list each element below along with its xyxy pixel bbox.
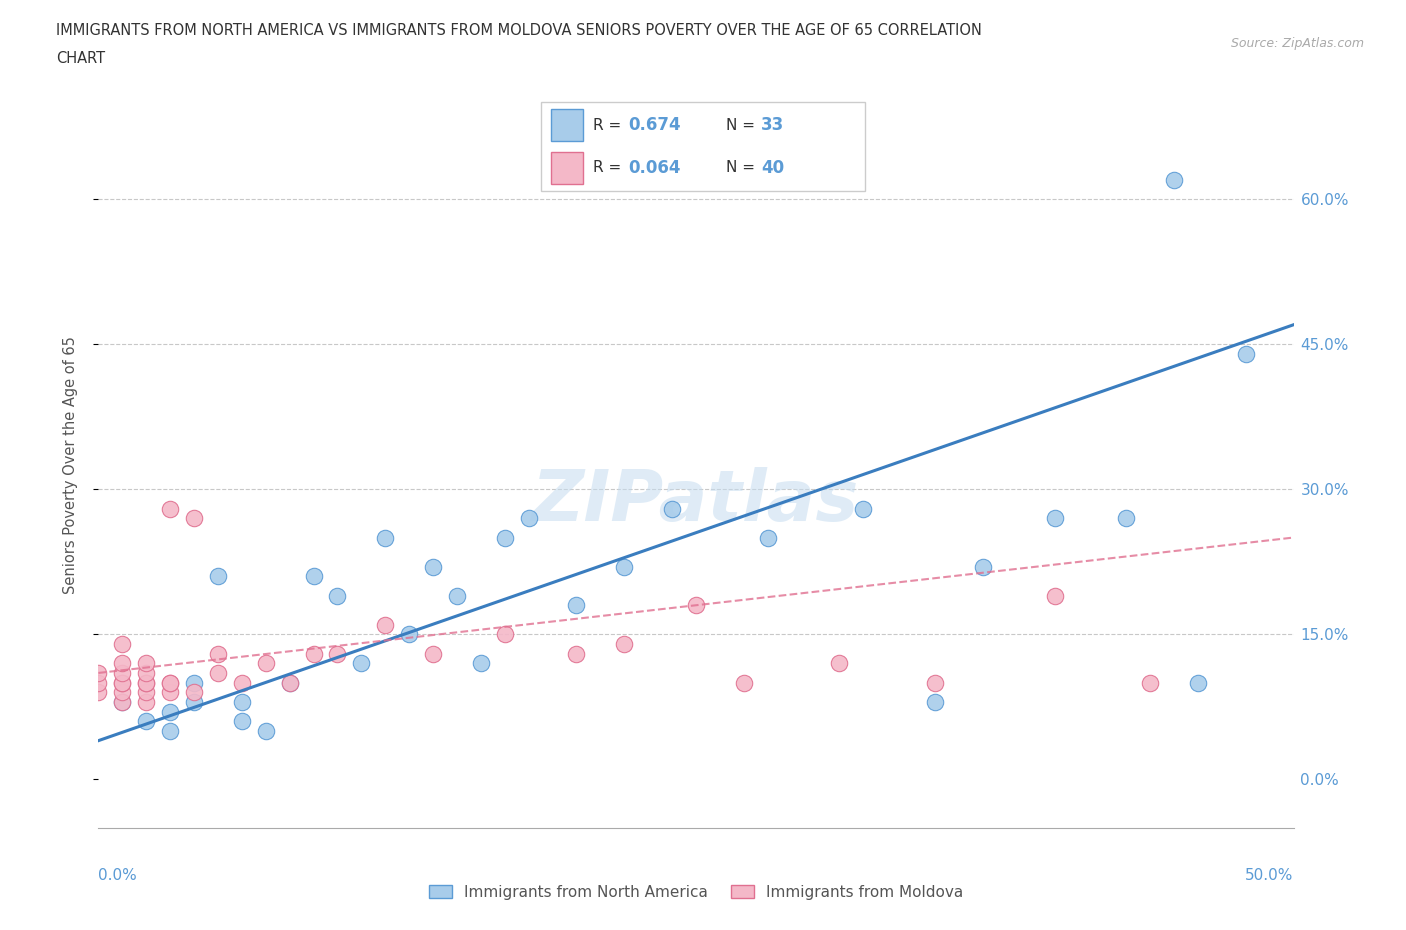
Point: [111, 656, 134, 671]
Point: [159, 675, 181, 690]
Text: R =: R =: [593, 118, 626, 133]
Point: [398, 627, 420, 642]
Point: [159, 675, 181, 690]
Point: [828, 656, 851, 671]
Point: [565, 598, 588, 613]
Point: [111, 684, 134, 699]
Text: N =: N =: [725, 118, 759, 133]
Point: [494, 627, 516, 642]
Point: [565, 646, 588, 661]
Point: [972, 559, 994, 574]
Point: [159, 704, 181, 719]
Point: [87, 675, 110, 690]
Point: [159, 684, 181, 699]
Point: [1139, 675, 1161, 690]
Point: [326, 588, 349, 603]
FancyBboxPatch shape: [541, 102, 865, 191]
Point: [87, 666, 110, 681]
Legend: Immigrants from North America, Immigrants from Moldova: Immigrants from North America, Immigrant…: [429, 884, 963, 900]
Point: [374, 530, 396, 545]
FancyBboxPatch shape: [551, 110, 583, 141]
Point: [111, 695, 134, 710]
Point: [231, 695, 253, 710]
Point: [135, 714, 157, 729]
Text: 33: 33: [761, 116, 785, 134]
Text: R =: R =: [593, 160, 626, 175]
Point: [422, 559, 444, 574]
Point: [1187, 675, 1209, 690]
Text: 40: 40: [761, 159, 785, 177]
Point: [1115, 511, 1137, 525]
Point: [183, 511, 205, 525]
Point: [756, 530, 779, 545]
Point: [494, 530, 516, 545]
Point: [613, 636, 636, 651]
Point: [111, 675, 134, 690]
Point: [159, 501, 181, 516]
Point: [446, 588, 468, 603]
Text: Source: ZipAtlas.com: Source: ZipAtlas.com: [1230, 37, 1364, 50]
Point: [422, 646, 444, 661]
Point: [302, 646, 325, 661]
Point: [613, 559, 636, 574]
Point: [111, 666, 134, 681]
Point: [111, 675, 134, 690]
Point: [135, 675, 157, 690]
Point: [254, 656, 277, 671]
Point: [326, 646, 349, 661]
Point: [852, 501, 875, 516]
Text: ZIPatlas: ZIPatlas: [533, 467, 859, 536]
FancyBboxPatch shape: [551, 152, 583, 183]
Point: [924, 695, 946, 710]
Point: [111, 695, 134, 710]
Point: [374, 618, 396, 632]
Text: 0.064: 0.064: [628, 159, 681, 177]
Point: [135, 684, 157, 699]
Point: [135, 666, 157, 681]
Y-axis label: Seniors Poverty Over the Age of 65: Seniors Poverty Over the Age of 65: [63, 336, 77, 594]
Point: [135, 656, 157, 671]
Point: [470, 656, 492, 671]
Point: [207, 646, 229, 661]
Text: IMMIGRANTS FROM NORTH AMERICA VS IMMIGRANTS FROM MOLDOVA SENIORS POVERTY OVER TH: IMMIGRANTS FROM NORTH AMERICA VS IMMIGRA…: [56, 23, 983, 38]
Text: 0.0%: 0.0%: [98, 868, 138, 883]
Text: 0.674: 0.674: [628, 116, 682, 134]
Text: 50.0%: 50.0%: [1246, 868, 1294, 883]
Point: [183, 684, 205, 699]
Point: [278, 675, 301, 690]
Point: [1234, 346, 1257, 361]
Point: [207, 569, 229, 584]
Point: [159, 724, 181, 738]
Point: [87, 684, 110, 699]
Point: [183, 695, 205, 710]
Point: [278, 675, 301, 690]
Point: [517, 511, 540, 525]
Point: [302, 569, 325, 584]
Point: [685, 598, 707, 613]
Point: [1043, 511, 1066, 525]
Point: [661, 501, 683, 516]
Point: [733, 675, 755, 690]
Point: [135, 675, 157, 690]
Point: [111, 636, 134, 651]
Point: [135, 695, 157, 710]
Point: [1043, 588, 1066, 603]
Point: [350, 656, 373, 671]
Text: CHART: CHART: [56, 51, 105, 66]
Point: [924, 675, 946, 690]
Point: [183, 675, 205, 690]
Point: [207, 666, 229, 681]
Point: [231, 675, 253, 690]
Point: [1163, 172, 1185, 187]
Point: [231, 714, 253, 729]
Text: N =: N =: [725, 160, 759, 175]
Point: [254, 724, 277, 738]
